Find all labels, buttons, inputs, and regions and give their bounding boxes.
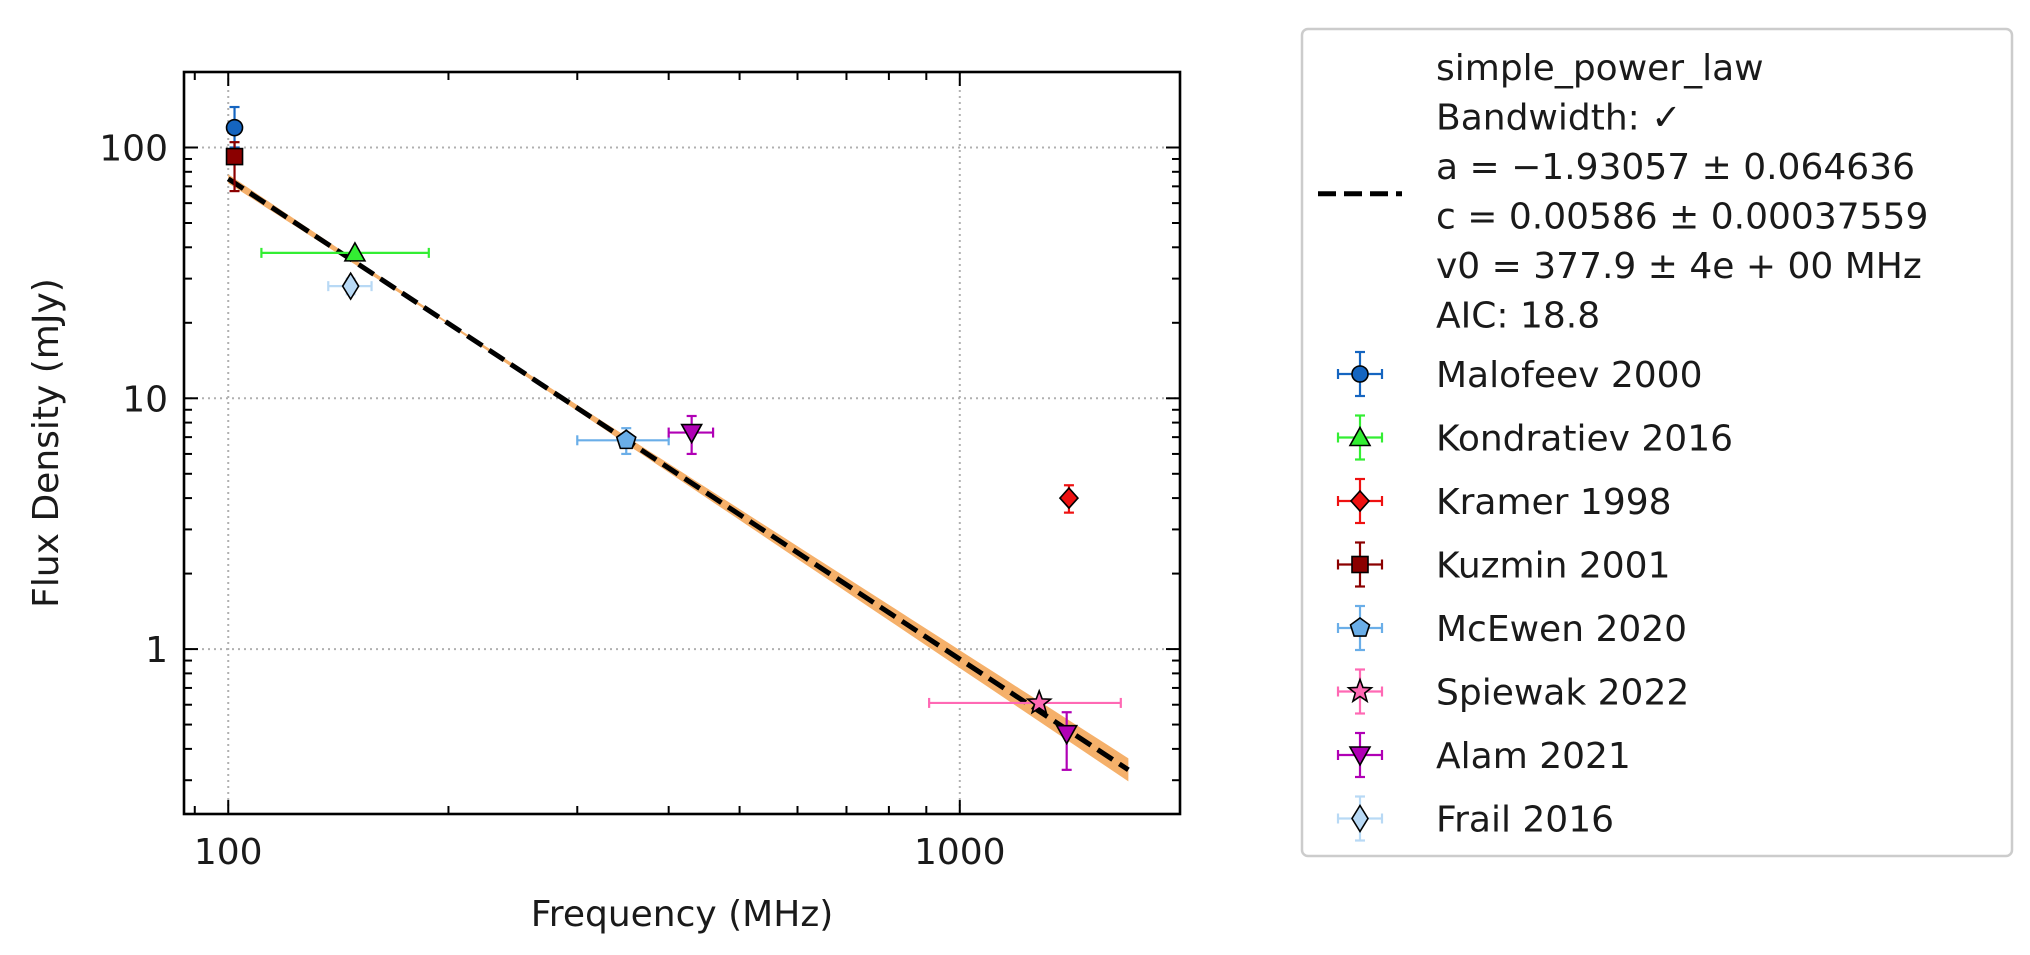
data-point bbox=[1058, 484, 1080, 514]
legend-marker bbox=[1348, 425, 1372, 447]
data-marker bbox=[341, 271, 360, 301]
data-marker bbox=[343, 241, 367, 262]
legend-fit-text: c = 0.00586 ± 0.00037559 bbox=[1436, 197, 1928, 238]
legend-fit-text: simple_power_law bbox=[1436, 48, 1764, 89]
legend-fit-text: AIC: 18.8 bbox=[1436, 296, 1600, 337]
data-point bbox=[225, 105, 244, 149]
legend-marker bbox=[1349, 617, 1371, 637]
data-marker bbox=[1025, 688, 1053, 715]
legend-entry: Frail 2016 bbox=[1336, 795, 1614, 842]
legend-series-entries: Malofeev 2000 Kondratiev 2016 Kramer 1998 K… bbox=[1336, 350, 1733, 842]
x-tick-label: 1000 bbox=[914, 832, 1006, 873]
legend-entry: Alam 2021 bbox=[1336, 731, 1631, 779]
legend-marker bbox=[1349, 489, 1371, 513]
data-point bbox=[260, 241, 430, 262]
x-tick-label: 100 bbox=[194, 832, 263, 873]
data-marker bbox=[680, 423, 704, 445]
legend-marker bbox=[1351, 365, 1369, 383]
plot-frame bbox=[182, 70, 1182, 816]
data-marker bbox=[225, 118, 244, 137]
data-point bbox=[327, 271, 373, 301]
axis-ticks: 100 1000 1 10 100 bbox=[99, 72, 1180, 873]
data-point bbox=[225, 141, 244, 193]
data-point bbox=[576, 427, 670, 456]
data-point bbox=[928, 688, 1122, 715]
legend-entry: Kramer 1998 bbox=[1336, 477, 1672, 525]
legend-marker bbox=[1351, 555, 1369, 574]
data-marker bbox=[1058, 486, 1080, 510]
legend: simple_power_law Bandwidth: ✓ a = −1.93057… bbox=[1300, 27, 2014, 858]
fit-line bbox=[226, 176, 1130, 772]
legend-label: Kuzmin 2001 bbox=[1436, 546, 1670, 587]
legend-entry: Kondratiev 2016 bbox=[1336, 414, 1733, 461]
legend-fit-entry: simple_power_law Bandwidth: ✓ a = −1.93057… bbox=[1318, 48, 1928, 337]
power-law-fit bbox=[226, 174, 1130, 782]
legend-fit-text: v0 = 377.9 ± 4e + 00 MHz bbox=[1436, 246, 1922, 287]
legend-fit-text: Bandwidth: ✓ bbox=[1436, 98, 1681, 139]
y-tick-label: 10 bbox=[122, 379, 168, 420]
data-marker bbox=[1055, 724, 1079, 746]
legend-label: McEwen 2020 bbox=[1436, 609, 1687, 650]
legend-marker bbox=[1348, 746, 1372, 767]
data-point bbox=[667, 414, 715, 456]
data-marker bbox=[615, 429, 637, 450]
legend-label: Frail 2016 bbox=[1436, 800, 1614, 841]
legend-box bbox=[1300, 27, 2014, 858]
legend-label: Malofeev 2000 bbox=[1436, 355, 1702, 396]
legend-marker bbox=[1351, 803, 1369, 834]
y-tick-label: 1 bbox=[145, 630, 168, 671]
data-points bbox=[225, 105, 1122, 771]
legend-label: Kramer 1998 bbox=[1436, 482, 1672, 523]
legend-marker bbox=[1346, 677, 1374, 704]
grid-lines bbox=[184, 72, 1180, 814]
legend-label: Kondratiev 2016 bbox=[1436, 419, 1733, 460]
data-marker bbox=[225, 147, 244, 166]
y-axis-label: Flux Density (mJy) bbox=[26, 278, 67, 608]
legend-label: Spiewak 2022 bbox=[1436, 673, 1689, 714]
x-axis-label: Frequency (MHz) bbox=[531, 894, 834, 935]
y-tick-label: 100 bbox=[99, 128, 168, 169]
legend-entry: Spiewak 2022 bbox=[1336, 668, 1689, 715]
legend-label: Alam 2021 bbox=[1436, 736, 1631, 777]
data-point bbox=[1055, 711, 1079, 771]
legend-fit-text: a = −1.93057 ± 0.064636 bbox=[1436, 147, 1915, 188]
legend-entry: Malofeev 2000 bbox=[1336, 350, 1702, 398]
legend-entry: Kuzmin 2001 bbox=[1336, 541, 1670, 588]
legend-entry: McEwen 2020 bbox=[1336, 604, 1687, 652]
